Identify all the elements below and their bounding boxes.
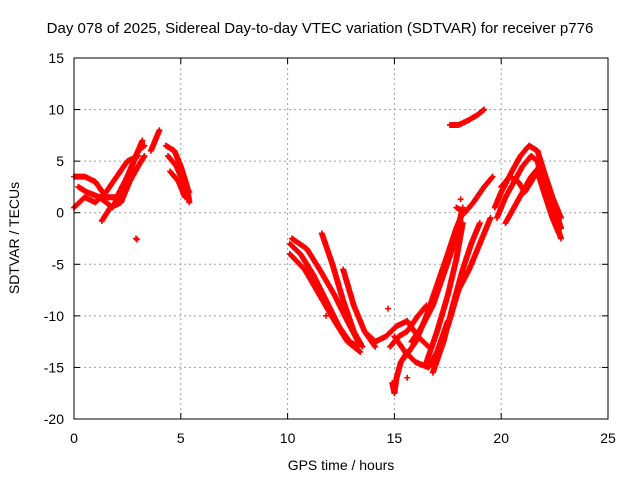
data-point	[384, 305, 391, 312]
data-point	[476, 220, 483, 227]
data-points	[71, 106, 565, 397]
plot-frame	[73, 57, 609, 420]
y-axis-label: SDTVAR / TECUs	[6, 181, 22, 295]
x-tick-label: 20	[493, 430, 509, 446]
y-tick-label: 0	[56, 205, 64, 221]
data-point	[480, 107, 487, 114]
x-tick-label: 10	[280, 430, 296, 446]
x-axis-label: GPS time / hours	[287, 457, 395, 473]
data-point	[457, 196, 464, 203]
data-point	[186, 189, 193, 196]
data-point	[404, 374, 411, 381]
data-point	[323, 312, 330, 319]
y-tick-label: 10	[48, 102, 64, 118]
y-tick-label: 15	[48, 50, 64, 66]
y-tick-label: 5	[56, 153, 64, 169]
x-tick-label: 15	[387, 430, 403, 446]
data-point	[141, 152, 148, 159]
data-point	[558, 235, 565, 242]
data-point	[139, 137, 146, 144]
data-point	[134, 236, 141, 243]
data-point	[356, 348, 363, 355]
y-tick-label: -5	[52, 256, 65, 272]
data-point	[156, 127, 163, 134]
data-point	[132, 235, 139, 242]
x-tick-label: 25	[600, 430, 616, 446]
data-point	[182, 194, 189, 201]
data-point	[459, 220, 466, 227]
data-point	[558, 225, 565, 232]
data-point	[487, 214, 494, 221]
y-tick-label: -20	[44, 411, 64, 427]
data-point	[555, 230, 562, 237]
y-tick-label: -10	[44, 308, 64, 324]
y-tick-label: -15	[44, 359, 64, 375]
x-tick-label: 0	[70, 430, 78, 446]
grid	[74, 58, 608, 419]
data-point	[372, 343, 379, 350]
axis-ticks: 0 5 10 15 20 25 -20 -15 -10 -5 0 5 10 15	[44, 50, 616, 446]
data-point	[359, 343, 366, 350]
data-point	[357, 348, 364, 355]
x-tick-label: 5	[177, 430, 185, 446]
data-point	[488, 174, 495, 181]
data-point	[186, 199, 193, 206]
chart-title: Day 078 of 2025, Sidereal Day-to-day VTE…	[46, 20, 594, 37]
data-point	[489, 173, 496, 180]
data-point	[481, 106, 488, 113]
